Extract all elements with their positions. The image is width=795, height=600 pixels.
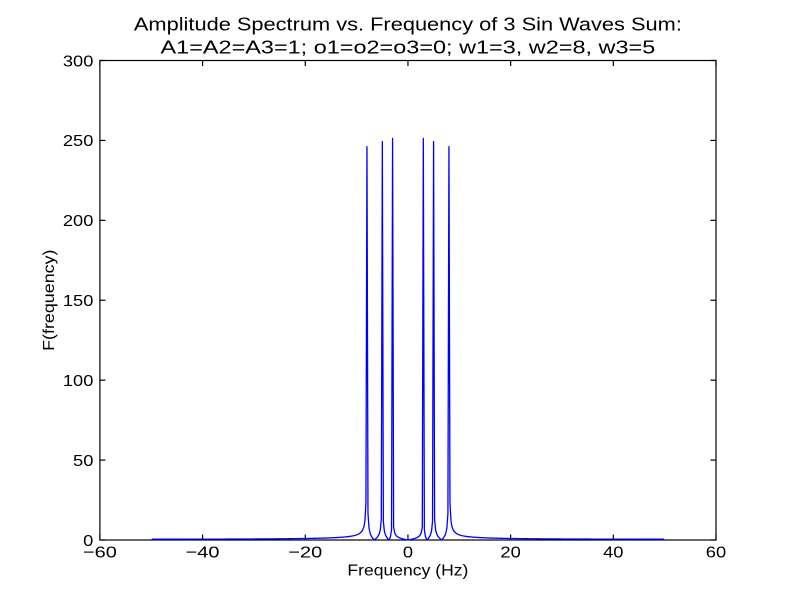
svg-text:−20: −20 xyxy=(288,544,322,561)
svg-text:50: 50 xyxy=(73,453,94,470)
svg-text:0: 0 xyxy=(403,544,413,561)
svg-text:100: 100 xyxy=(63,373,94,390)
svg-text:150: 150 xyxy=(63,293,94,310)
svg-text:300: 300 xyxy=(63,53,94,70)
svg-text:250: 250 xyxy=(63,133,94,150)
svg-text:200: 200 xyxy=(63,213,94,230)
svg-text:0: 0 xyxy=(83,533,93,550)
svg-text:−40: −40 xyxy=(186,544,220,561)
svg-text:Frequency (Hz): Frequency (Hz) xyxy=(347,562,468,579)
svg-text:A1=A2=A3=1; o1=o2=o3=0; w1=3,: A1=A2=A3=1; o1=o2=o3=0; w1=3, w2=8, w3=5 xyxy=(161,37,656,58)
svg-text:F(frequency): F(frequency) xyxy=(41,250,58,351)
svg-text:60: 60 xyxy=(706,544,727,561)
svg-text:40: 40 xyxy=(603,544,624,561)
svg-text:Amplitude Spectrum vs. Frequen: Amplitude Spectrum vs. Frequency of 3 Si… xyxy=(134,13,682,34)
svg-text:20: 20 xyxy=(500,544,521,561)
svg-text:−60: −60 xyxy=(83,544,117,561)
